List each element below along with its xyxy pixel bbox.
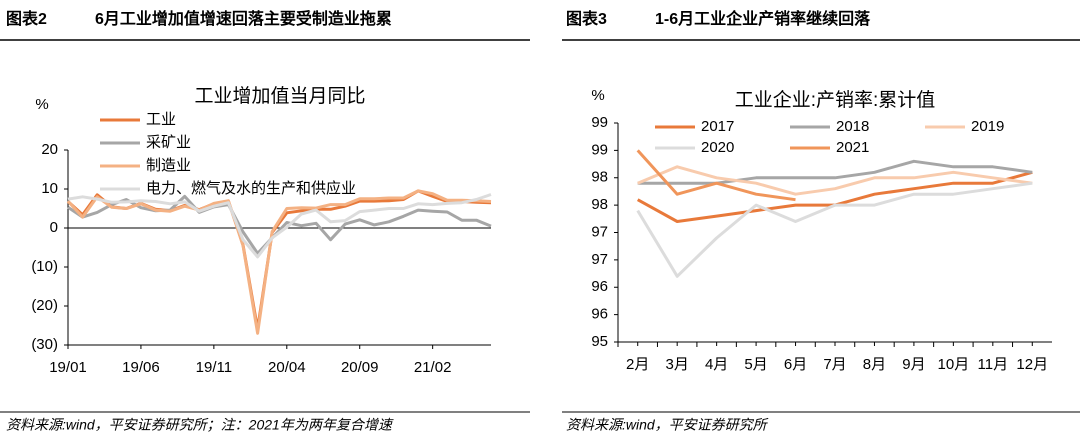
- legend-label: 制造业: [146, 157, 191, 174]
- y-tick-label: (30): [31, 336, 58, 353]
- x-tick-label: 3月: [666, 356, 689, 373]
- y-tick-label: 20: [41, 141, 58, 158]
- chart-title: 工业企业:产销率:累计值: [735, 89, 936, 111]
- y-tick-label: 96: [591, 278, 608, 295]
- y-tick-label: 96: [591, 306, 608, 323]
- x-tick-label: 19/01: [49, 359, 87, 376]
- x-tick-label: 20/04: [268, 359, 306, 376]
- legend-label: 2020: [701, 139, 734, 156]
- legend-label: 采矿业: [146, 134, 191, 151]
- legend-label: 电力、燃气及水的生产和供应业: [146, 179, 356, 197]
- y-tick-label: 97: [591, 223, 608, 240]
- source-note: 资料来源:wind，平安证券研究所: [566, 417, 769, 433]
- series-line: [66, 189, 492, 335]
- x-tick-label: 7月: [823, 356, 846, 373]
- legend-label: 2019: [971, 118, 1004, 135]
- y-tick-label: 95: [591, 333, 608, 350]
- source-note: 资料来源:wind，平安证券研究所；注：2021年为两年复合增速: [6, 417, 394, 433]
- x-tick-label: 12月: [1016, 356, 1048, 373]
- y-tick-label: 99: [591, 114, 608, 131]
- series-line: [636, 149, 796, 202]
- x-tick-label: 4月: [705, 356, 728, 373]
- y-tick-label: (20): [31, 297, 58, 314]
- x-tick-label: 11月: [978, 356, 1009, 373]
- axis-unit: %: [591, 87, 604, 104]
- x-tick-label: 19/11: [196, 359, 232, 376]
- y-tick-label: 0: [50, 219, 58, 236]
- series-line: [636, 181, 1033, 278]
- chart-title: 工业增加值当月同比: [194, 85, 365, 107]
- panel-label: 图表3: [566, 9, 607, 28]
- x-tick-label: 21/02: [414, 359, 452, 376]
- y-tick-label: 97: [591, 251, 608, 268]
- y-tick-label: 10: [41, 180, 58, 197]
- x-tick-label: 19/06: [122, 359, 160, 376]
- series-line: [637, 159, 1033, 185]
- x-tick-label: 2月: [626, 356, 649, 373]
- x-tick-label: 9月: [902, 356, 925, 373]
- x-tick-label: 20/09: [341, 359, 379, 376]
- x-tick-label: 8月: [863, 356, 886, 373]
- x-tick-label: 10月: [938, 356, 970, 373]
- panel-heading: 6月工业增加值增速回落主要受制造业拖累: [95, 9, 392, 28]
- y-tick-label: 98: [591, 169, 608, 186]
- x-tick-label: 6月: [784, 356, 807, 373]
- y-tick-label: 98: [591, 196, 608, 213]
- series-line: [67, 194, 492, 255]
- panel-label: 图表2: [6, 9, 47, 28]
- legend-label: 2017: [701, 118, 734, 135]
- series-line: [637, 165, 1033, 196]
- panel-heading: 1-6月工业企业产销率继续回落: [655, 9, 871, 28]
- legend-label: 2018: [836, 118, 869, 135]
- x-tick-label: 5月: [744, 356, 767, 373]
- legend-label: 2021: [836, 139, 869, 156]
- series-line: [67, 193, 492, 259]
- y-tick-label: 99: [591, 141, 608, 158]
- series-line: [636, 170, 1033, 223]
- axis-unit: %: [35, 96, 48, 113]
- y-tick-label: (10): [31, 258, 58, 275]
- legend-label: 工业: [146, 111, 176, 128]
